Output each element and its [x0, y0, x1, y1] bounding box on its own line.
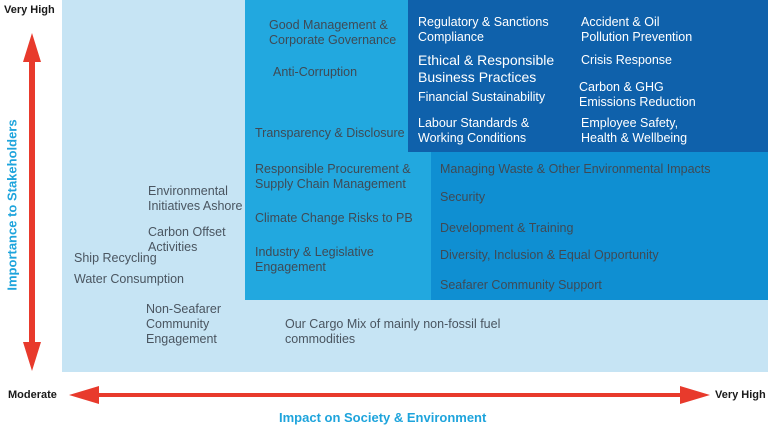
topic-crisis: Crisis Response [581, 53, 673, 67]
topic-labour: Labour Standards & Working Conditions [418, 116, 530, 145]
x-axis-right-label: Very High [715, 389, 766, 401]
topic-seafarer: Seafarer Community Support [440, 278, 602, 292]
topic-procurement: Responsible Procurement & Supply Chain M… [255, 162, 411, 191]
topic-financial: Financial Sustainability [418, 90, 546, 104]
topic-transparency: Transparency & Disclosure [255, 126, 405, 140]
topic-carbon-ghg: Carbon & GHG Emissions Reduction [579, 80, 696, 109]
zone-very-high-impact [431, 150, 768, 300]
y-axis-title: Importance to Stakeholders [4, 119, 20, 291]
topic-climate: Climate Change Risks to PB [255, 211, 413, 225]
topic-diversity: Diversity, Inclusion & Equal Opportunity [440, 248, 659, 262]
topic-regulatory: Regulatory & Sanctions Compliance [418, 15, 549, 44]
zone-highest [408, 0, 768, 152]
topic-cargo-mix: Our Cargo Mix of mainly non-fossil fuel … [285, 317, 501, 346]
x-axis-title: Impact on Society & Environment [279, 410, 487, 425]
topic-waste: Managing Waste & Other Environmental Imp… [440, 162, 711, 176]
topic-anti-corruption: Anti-Corruption [273, 65, 358, 79]
topic-carbon-offset: Carbon Offset Activities [148, 225, 226, 254]
topic-development: Development & Training [440, 221, 574, 235]
topic-ethical: Ethical & Responsible Business Practices [418, 52, 555, 85]
topic-good-management: Good Management & Corporate Governance [269, 18, 397, 47]
topic-employee: Employee Safety, Health & Wellbeing [581, 116, 688, 145]
topic-security: Security [440, 190, 486, 204]
x-axis-arrow [69, 386, 710, 404]
y-axis-top-label: Very High [4, 4, 55, 16]
x-axis-left-label: Moderate [8, 389, 57, 401]
y-axis-arrow [23, 33, 41, 371]
topic-industry: Industry & Legislative Engagement [255, 245, 374, 274]
topic-accident: Accident & Oil Pollution Prevention [581, 15, 693, 44]
topic-env-ashore: Environmental Initiatives Ashore [148, 184, 243, 213]
topic-non-seafarer: Non-Seafarer Community Engagement [146, 302, 222, 346]
topic-ship-recycling: Ship Recycling [74, 251, 157, 265]
topic-water: Water Consumption [74, 272, 184, 286]
